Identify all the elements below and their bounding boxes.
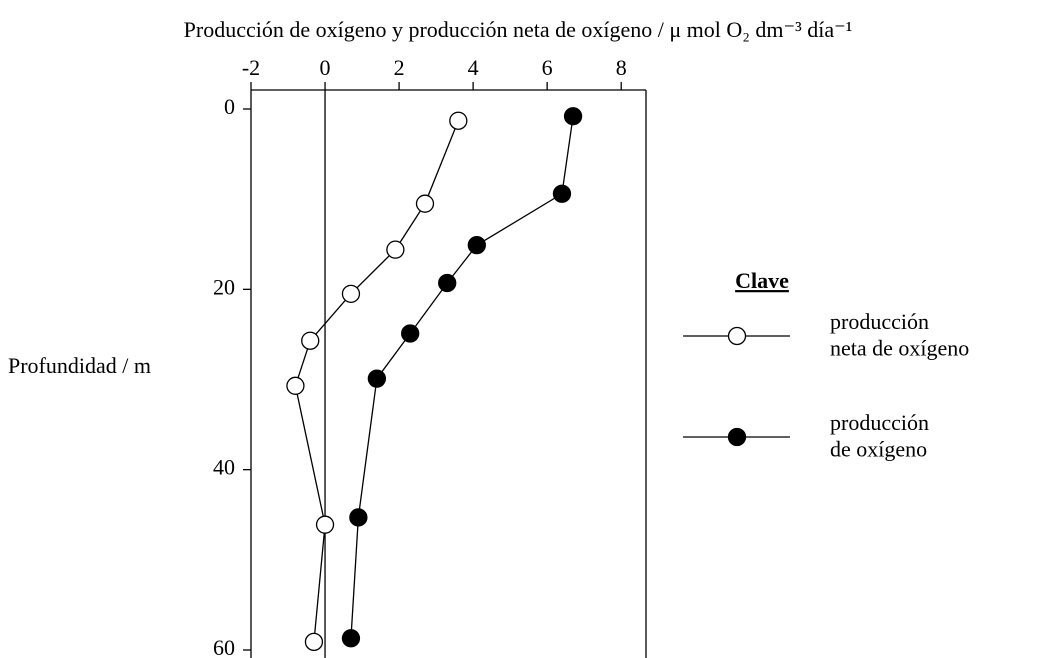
x-tick-label: 0: [320, 55, 331, 80]
data-point: [449, 111, 468, 130]
data-point: [286, 376, 305, 395]
data-point: [401, 324, 420, 343]
x-tick-label: 6: [542, 55, 553, 80]
data-point: [341, 629, 361, 648]
data-point: [467, 236, 486, 255]
x-tick-label: 4: [468, 55, 479, 80]
legend-label: producción neta de oxígeno: [830, 309, 969, 360]
data-point: [552, 184, 572, 203]
data-point: [304, 632, 324, 652]
y-tick-label: 0: [224, 94, 235, 119]
x-tick-label: 8: [616, 55, 627, 80]
legend-label: producción de oxígeno: [830, 410, 929, 461]
y-tick-label: 40: [213, 455, 235, 480]
legend-marker: [727, 326, 747, 346]
legend-marker: [727, 427, 747, 447]
x-tick-label: 2: [394, 55, 405, 80]
data-point: [563, 107, 583, 126]
data-point: [367, 369, 387, 388]
data-point: [349, 508, 368, 527]
data-point: [415, 194, 435, 213]
data-point: [315, 515, 335, 534]
y-tick-label: 20: [213, 274, 235, 299]
x-tick-label: -2: [242, 55, 260, 80]
data-point: [341, 284, 361, 303]
chart-title: Producción de oxígeno y producción neta …: [184, 17, 853, 42]
y-tick-label: 60: [213, 635, 235, 658]
data-point: [438, 273, 457, 293]
series-line: [350, 116, 574, 639]
data-point: [386, 240, 405, 259]
y-axis-label: Profundidad / m: [8, 353, 151, 378]
data-point: [301, 331, 320, 350]
legend-title: Clave: [735, 268, 789, 293]
